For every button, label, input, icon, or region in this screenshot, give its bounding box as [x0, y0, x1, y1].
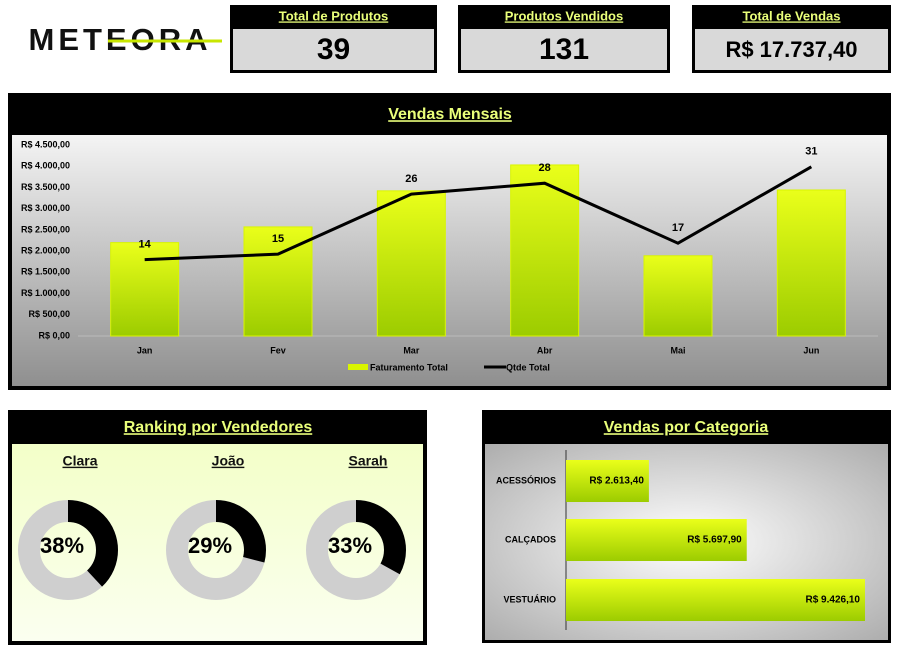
- chart-title: Ranking por Vendedores: [124, 419, 313, 436]
- y-tick-label: R$ 4.500,00: [21, 139, 70, 149]
- line: [144, 165, 813, 262]
- bar: [776, 189, 846, 337]
- y-tick-label: R$ 1.500,00: [21, 267, 70, 277]
- bar: [566, 519, 747, 561]
- bar: [566, 460, 649, 502]
- seller-name: Clara: [62, 453, 97, 469]
- y-tick-label: VESTUÁRIO: [503, 594, 556, 604]
- x-tick-label: Mar: [403, 345, 420, 355]
- y-tick-label: R$ 2.000,00: [21, 245, 70, 255]
- y-tick-label: CALÇADOS: [505, 534, 556, 544]
- kpi-value: R$ 17.737,40: [725, 37, 857, 62]
- y-tick-label: R$ 3.500,00: [21, 182, 70, 192]
- panel-body: [12, 444, 423, 641]
- legend-swatch: [348, 364, 368, 370]
- y-tick-label: R$ 1.000,00: [21, 288, 70, 298]
- y-tick-label: R$ 500,00: [28, 309, 70, 319]
- data-label: 15: [272, 233, 284, 245]
- donut-segment: [166, 500, 266, 600]
- legend-label: Qtde Total: [506, 362, 550, 372]
- bar: [376, 190, 446, 337]
- donut-label: 38%: [40, 533, 84, 558]
- seller-name: Sarah: [349, 453, 388, 469]
- data-label: R$ 2.613,40: [589, 476, 644, 487]
- data-label: 17: [672, 222, 684, 234]
- data-label: R$ 9.426,10: [806, 595, 861, 606]
- x-tick-label: Abr: [537, 345, 553, 355]
- y-tick-label: R$ 0,00: [38, 330, 70, 340]
- y-tick-label: R$ 4.000,00: [21, 161, 70, 171]
- data-label: 28: [539, 162, 551, 174]
- data-label: 26: [405, 173, 417, 185]
- x-tick-label: Jan: [137, 345, 153, 355]
- kpi-label: Total de Vendas: [742, 8, 840, 23]
- y-tick-label: R$ 2.500,00: [21, 224, 70, 234]
- kpi-body: [461, 29, 667, 70]
- legend-label: Faturamento Total: [370, 362, 448, 372]
- bar: [510, 164, 580, 337]
- bar: [110, 242, 180, 337]
- donut-segment: [18, 500, 118, 600]
- donut-label: 33%: [328, 533, 372, 558]
- donut-label: 29%: [188, 533, 232, 558]
- x-tick-label: Fev: [270, 345, 286, 355]
- y-tick-label: R$ 3.000,00: [21, 203, 70, 213]
- chart-title: Vendas Mensais: [388, 106, 512, 123]
- seller-name: João: [212, 453, 245, 469]
- y-tick-label: ACESSÓRIOS: [496, 474, 556, 485]
- kpi-value: 131: [539, 33, 589, 66]
- kpi-body: [233, 29, 434, 70]
- kpi-value: 39: [317, 33, 350, 66]
- kpi-label: Produtos Vendidos: [505, 8, 623, 23]
- chart-title: Vendas por Categoria: [604, 419, 769, 436]
- data-label: 14: [139, 239, 152, 251]
- x-tick-label: Mai: [670, 345, 685, 355]
- bar: [643, 255, 713, 337]
- data-label: R$ 5.697,90: [687, 535, 742, 546]
- data-label: 31: [805, 146, 817, 158]
- kpi-body: [695, 29, 888, 70]
- kpi-label: Total de Produtos: [279, 8, 389, 23]
- x-tick-label: Jun: [803, 345, 819, 355]
- donut-segment: [306, 500, 406, 600]
- bar: [566, 579, 865, 621]
